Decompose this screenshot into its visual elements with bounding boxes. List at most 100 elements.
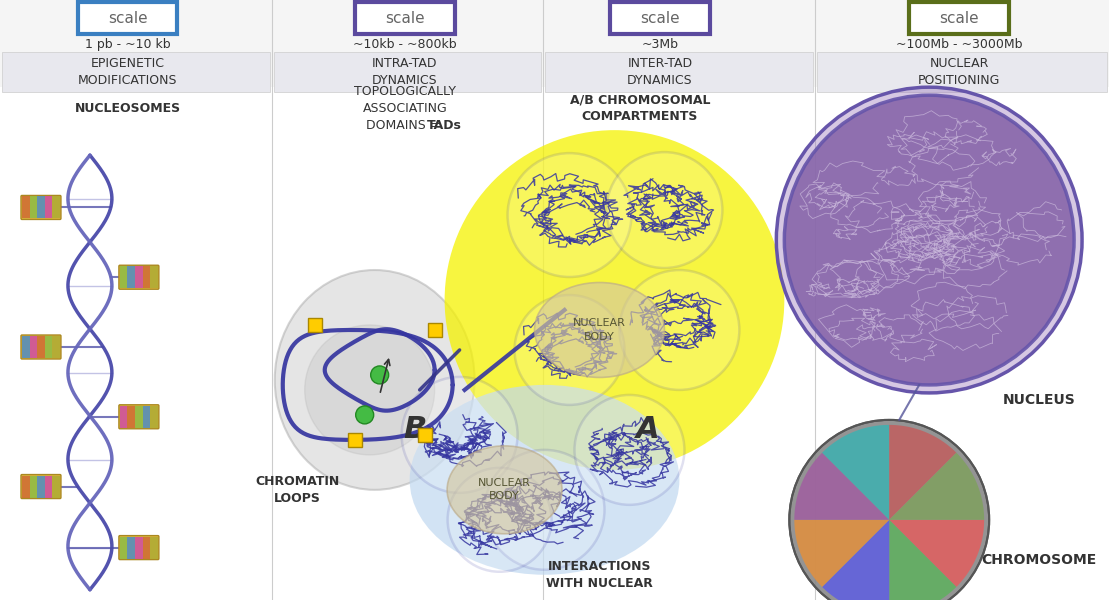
FancyBboxPatch shape: [44, 196, 52, 218]
FancyBboxPatch shape: [143, 266, 150, 288]
Ellipse shape: [410, 385, 679, 575]
FancyBboxPatch shape: [909, 2, 1009, 34]
FancyBboxPatch shape: [355, 2, 455, 34]
FancyBboxPatch shape: [143, 406, 150, 428]
Text: NUCLEOSOMES: NUCLEOSOMES: [74, 101, 181, 115]
Text: A: A: [636, 415, 659, 445]
Circle shape: [785, 95, 1074, 385]
Polygon shape: [795, 520, 889, 587]
FancyBboxPatch shape: [128, 266, 135, 288]
FancyBboxPatch shape: [609, 2, 709, 34]
Text: scale: scale: [640, 11, 679, 26]
FancyBboxPatch shape: [37, 196, 44, 218]
Text: scale: scale: [385, 11, 425, 26]
Circle shape: [485, 450, 605, 570]
Circle shape: [371, 366, 388, 384]
FancyBboxPatch shape: [52, 336, 60, 358]
Circle shape: [606, 152, 723, 268]
Circle shape: [575, 395, 685, 505]
FancyBboxPatch shape: [143, 536, 150, 559]
FancyBboxPatch shape: [417, 428, 432, 442]
FancyBboxPatch shape: [2, 52, 270, 92]
Text: NUCLEUS: NUCLEUS: [1002, 393, 1076, 407]
Polygon shape: [889, 452, 985, 520]
FancyBboxPatch shape: [22, 336, 30, 358]
Ellipse shape: [305, 325, 435, 455]
FancyBboxPatch shape: [22, 476, 30, 497]
Text: ~10kb - ~800kb: ~10kb - ~800kb: [353, 38, 456, 51]
FancyBboxPatch shape: [30, 476, 37, 497]
Polygon shape: [823, 425, 889, 520]
Text: TOPOLOGICALLY
ASSOCIATING
DOMAINS =: TOPOLOGICALLY ASSOCIATING DOMAINS =: [354, 85, 456, 131]
Text: TADs: TADs: [426, 119, 462, 131]
Circle shape: [402, 377, 517, 493]
FancyBboxPatch shape: [545, 52, 814, 92]
FancyBboxPatch shape: [347, 433, 362, 447]
FancyBboxPatch shape: [37, 336, 44, 358]
Polygon shape: [795, 452, 889, 520]
Text: A/B CHROMOSOMAL
COMPARTMENTS: A/B CHROMOSOMAL COMPARTMENTS: [569, 93, 710, 123]
Ellipse shape: [275, 270, 475, 490]
Text: scale: scale: [939, 11, 979, 26]
Circle shape: [789, 420, 989, 600]
FancyBboxPatch shape: [150, 266, 158, 288]
Text: INTER-TAD
DYNAMICS: INTER-TAD DYNAMICS: [627, 57, 693, 87]
Circle shape: [619, 270, 739, 390]
Text: NUCLEAR
POSITIONING: NUCLEAR POSITIONING: [918, 57, 1000, 87]
Circle shape: [445, 130, 785, 470]
Text: INTRA-TAD
DYNAMICS: INTRA-TAD DYNAMICS: [372, 57, 437, 87]
FancyBboxPatch shape: [22, 196, 30, 218]
FancyBboxPatch shape: [30, 336, 37, 358]
FancyBboxPatch shape: [52, 476, 60, 497]
FancyBboxPatch shape: [120, 266, 128, 288]
Polygon shape: [889, 425, 957, 520]
Text: EPIGENETIC
MODIFICATIONS: EPIGENETIC MODIFICATIONS: [78, 57, 178, 87]
FancyBboxPatch shape: [78, 2, 178, 34]
Text: ~100Mb - ~3000Mb: ~100Mb - ~3000Mb: [896, 38, 1022, 51]
FancyBboxPatch shape: [135, 406, 143, 428]
FancyBboxPatch shape: [135, 266, 143, 288]
FancyBboxPatch shape: [128, 406, 135, 428]
Circle shape: [507, 153, 632, 277]
Text: NUCLEAR
BODY: NUCLEAR BODY: [573, 319, 626, 341]
FancyBboxPatch shape: [307, 318, 322, 332]
FancyBboxPatch shape: [21, 196, 61, 220]
FancyBboxPatch shape: [150, 406, 158, 428]
FancyBboxPatch shape: [119, 265, 159, 289]
Text: B: B: [403, 415, 426, 445]
Ellipse shape: [535, 283, 665, 377]
Text: 1 pb - ~10 kb: 1 pb - ~10 kb: [84, 38, 170, 51]
Ellipse shape: [447, 446, 562, 534]
FancyBboxPatch shape: [128, 536, 135, 559]
FancyBboxPatch shape: [0, 0, 1109, 87]
Text: CHROMOSOME: CHROMOSOME: [981, 553, 1097, 567]
FancyBboxPatch shape: [817, 52, 1107, 92]
Text: ~3Mb: ~3Mb: [642, 38, 678, 51]
Circle shape: [515, 295, 625, 405]
FancyBboxPatch shape: [135, 536, 143, 559]
FancyBboxPatch shape: [44, 336, 52, 358]
FancyBboxPatch shape: [52, 196, 60, 218]
Text: INTERACTIONS
WITH NUCLEAR: INTERACTIONS WITH NUCLEAR: [546, 560, 653, 590]
Text: NUCLEAR
BODY: NUCLEAR BODY: [478, 478, 531, 502]
FancyBboxPatch shape: [21, 475, 61, 499]
Circle shape: [355, 406, 374, 424]
FancyBboxPatch shape: [119, 536, 159, 560]
FancyBboxPatch shape: [274, 52, 542, 92]
FancyBboxPatch shape: [119, 405, 159, 429]
FancyBboxPatch shape: [21, 335, 61, 359]
FancyBboxPatch shape: [120, 406, 128, 428]
Polygon shape: [889, 520, 985, 587]
FancyBboxPatch shape: [44, 476, 52, 497]
Circle shape: [447, 468, 552, 572]
FancyBboxPatch shape: [30, 196, 37, 218]
Polygon shape: [889, 520, 957, 600]
FancyBboxPatch shape: [150, 536, 158, 559]
Text: CHROMATIN
LOOPS: CHROMATIN LOOPS: [255, 475, 340, 505]
FancyBboxPatch shape: [427, 323, 442, 337]
Polygon shape: [823, 520, 889, 600]
Circle shape: [776, 87, 1082, 393]
FancyBboxPatch shape: [37, 476, 44, 497]
FancyBboxPatch shape: [120, 536, 128, 559]
Text: scale: scale: [108, 11, 148, 26]
